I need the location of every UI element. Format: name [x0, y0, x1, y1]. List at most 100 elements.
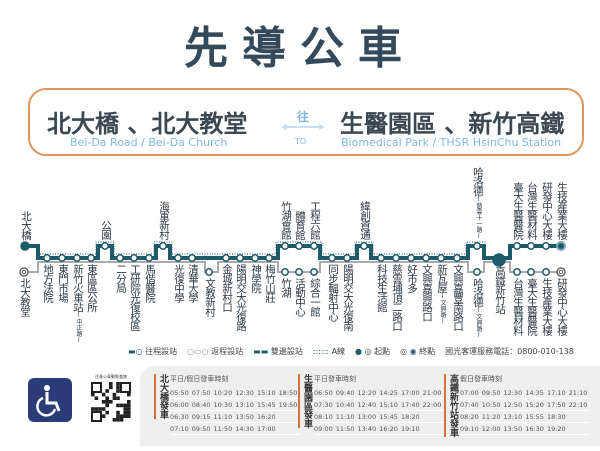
- departure-time: 12:30: [503, 387, 526, 399]
- station-node: [43, 254, 51, 262]
- double-arrow-icon: [281, 124, 325, 130]
- departure-time: 15:10: [379, 398, 401, 411]
- schedule-heading: 平日發車時刻: [314, 375, 356, 383]
- departure-time: [422, 422, 445, 435]
- station-node: [422, 254, 430, 262]
- station-node: [19, 267, 29, 277]
- page-title: 先導公車: [184, 23, 416, 74]
- departure-time: 15:45: [256, 398, 279, 411]
- station-label: 哈洛德(文興路): [472, 278, 484, 339]
- departure-time: 15:20: [525, 398, 547, 411]
- departure-time: 08:20: [460, 410, 482, 423]
- departure-time: 13:10: [503, 410, 526, 423]
- station-node: [513, 268, 521, 276]
- departure-time: 12:30: [235, 387, 257, 399]
- departure-time: 07:40: [460, 398, 482, 411]
- station-node: [437, 254, 445, 262]
- origin-zh: 北大橋 、北大教堂: [47, 110, 248, 138]
- departure-time: [422, 410, 445, 423]
- legend-end: ◎ ◉ 終點: [400, 347, 436, 356]
- station-node: [310, 268, 318, 276]
- departure-time: 13:50: [235, 410, 257, 423]
- departure-time: 09:10: [460, 422, 482, 435]
- departure-time: 17:10: [546, 387, 569, 399]
- station-label: 研發中心大樓: [541, 182, 553, 239]
- departure-time: 09:40: [335, 387, 358, 399]
- station-label: 光復中學: [173, 264, 185, 302]
- departure-time: 14:35: [525, 387, 547, 399]
- departure-time: 07:50: [191, 387, 214, 399]
- station-label: 活動中心: [294, 278, 306, 316]
- station-node: [265, 254, 273, 262]
- departure-time: 19:50: [278, 398, 301, 411]
- departure-time: 10:20: [213, 387, 236, 399]
- departure-time: 17:00: [256, 422, 279, 435]
- legend-return: ○▭○ 返程設站: [187, 347, 244, 356]
- departure-time: 21:10: [568, 387, 591, 399]
- line-a-dotted: [40, 241, 486, 255]
- dest-en: Biomedical Park / THSR HsinChu Station: [341, 136, 562, 149]
- station-label: 公園: [100, 220, 112, 239]
- station-node: [116, 254, 124, 262]
- station-label: 北大橋: [20, 210, 32, 240]
- station-node: [159, 242, 167, 250]
- station-node: [236, 254, 244, 262]
- schedule-row: 08:20 11:20 13:10 15:55 18:30: [460, 410, 591, 423]
- departure-time: 11:20: [481, 410, 504, 423]
- station-node: [87, 254, 95, 262]
- station-node: [205, 268, 213, 276]
- station-label: 生技產業大樓: [556, 182, 568, 239]
- station-node: [101, 242, 109, 250]
- departure-time: 10:30: [213, 398, 236, 411]
- station-node: [281, 242, 289, 250]
- departure-time: [278, 422, 301, 435]
- route-banner: [28, 88, 584, 156]
- departure-time: 13:10: [235, 398, 257, 411]
- departure-time: 13:50: [503, 422, 526, 435]
- station-node: [328, 254, 336, 262]
- station-node: [174, 254, 182, 262]
- departure-time: 17:00: [400, 387, 423, 399]
- station-node: [377, 254, 385, 262]
- schedule-table: 假日發車時刻 07:00 09:50 12:30 14:35 17:10 21:10 07:4…: [460, 374, 591, 435]
- schedule-row: 06:00 08:40 10:30 13:10 15:45 19:50: [170, 398, 301, 411]
- schedule-row: 07:10 09:50 11:50 14:30 17:00: [170, 422, 301, 435]
- departure-time: 11:50: [335, 422, 358, 435]
- station-node: [473, 242, 481, 250]
- station-node-inner: [558, 269, 564, 275]
- station-node: [556, 241, 566, 251]
- to-zh: 往: [297, 110, 310, 124]
- departure-time: 10:50: [481, 398, 504, 411]
- station-node: [492, 253, 506, 267]
- station-label: 竹湖會館: [280, 201, 292, 239]
- station-node: [542, 268, 550, 276]
- schedule-origin-label: 生醫園區發車: [298, 374, 312, 428]
- station-node: [473, 268, 481, 276]
- departure-time: 09:50: [191, 422, 214, 435]
- station-node: [130, 254, 138, 262]
- station-label: 神學院: [250, 264, 262, 293]
- schedule-row: 07:00 09:50 12:30 14:35 17:10 21:10: [460, 387, 591, 399]
- station-label: 海軍新村: [158, 201, 170, 239]
- station-node: [310, 242, 318, 250]
- station-label: 好市多: [406, 264, 418, 293]
- qr-code[interactable]: 注意公車動態查詢: [88, 374, 134, 426]
- station-node: [360, 242, 368, 250]
- dest-zh: 生醫園區 、新竹高鐵: [340, 110, 565, 138]
- station-label: 工程六館: [309, 201, 321, 239]
- qr-caption: 注意公車動態查詢: [95, 374, 127, 379]
- departure-time: 12:00: [481, 422, 504, 435]
- departure-time: 16:30: [525, 422, 547, 435]
- station-label: 哈洛德(慈雲十一路): [472, 166, 484, 240]
- departure-time: 17:40: [400, 398, 423, 411]
- legend-outbound: ▬○ 往程設站: [128, 347, 178, 356]
- station-label: 研發中心大樓: [556, 278, 568, 335]
- route-map: [19, 241, 566, 277]
- station-label: 工研院光復校區: [129, 264, 141, 331]
- station-label: 新竹火車站(中正路): [72, 264, 84, 344]
- departure-time: 15:10: [256, 387, 279, 399]
- station-label: 綜合一館: [309, 278, 321, 316]
- station-node: [407, 254, 415, 262]
- station-label: 慈雲埔頂二路口: [391, 264, 403, 331]
- station-label: 新瓦屋(文興路): [436, 264, 448, 325]
